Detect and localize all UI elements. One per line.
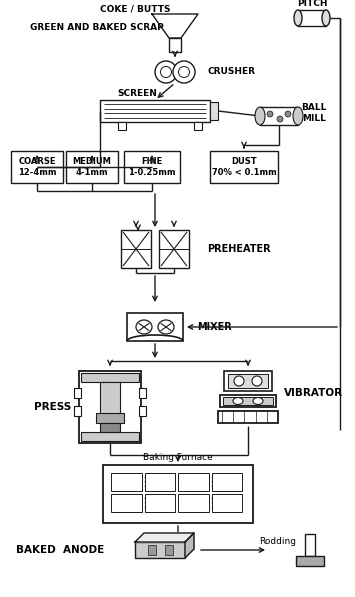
Polygon shape: [185, 533, 194, 558]
Bar: [169, 38, 181, 52]
Ellipse shape: [294, 10, 302, 26]
Bar: [144, 473, 175, 491]
Text: Rodding: Rodding: [260, 537, 296, 546]
Bar: [121, 230, 151, 268]
Bar: [178, 494, 208, 512]
Bar: [165, 545, 173, 555]
Bar: [139, 387, 146, 398]
Circle shape: [155, 61, 177, 83]
Bar: [111, 494, 142, 512]
Circle shape: [173, 61, 195, 83]
Bar: [212, 494, 242, 512]
Bar: [139, 405, 146, 416]
Bar: [260, 107, 298, 125]
Text: PRESS: PRESS: [34, 402, 71, 412]
Text: COKE / BUTTS: COKE / BUTTS: [99, 5, 170, 14]
Ellipse shape: [233, 398, 243, 405]
Bar: [81, 373, 139, 382]
Bar: [223, 397, 273, 405]
Bar: [111, 473, 142, 491]
Bar: [159, 230, 189, 268]
Bar: [296, 556, 324, 566]
Bar: [178, 473, 208, 491]
Bar: [210, 151, 278, 183]
Bar: [127, 313, 183, 341]
Bar: [103, 465, 253, 523]
Text: COARSE
12-4mm: COARSE 12-4mm: [18, 157, 56, 177]
Bar: [194, 122, 202, 130]
Text: MIXER: MIXER: [197, 322, 232, 332]
Ellipse shape: [293, 107, 303, 125]
Bar: [148, 545, 156, 555]
Bar: [66, 151, 118, 183]
Bar: [74, 387, 81, 398]
Bar: [81, 432, 139, 441]
Text: PREHEATER: PREHEATER: [207, 244, 271, 254]
Bar: [74, 405, 81, 416]
Bar: [218, 411, 278, 423]
Bar: [100, 423, 120, 432]
Bar: [100, 100, 210, 122]
Circle shape: [160, 66, 171, 78]
Circle shape: [252, 376, 262, 386]
Ellipse shape: [255, 107, 265, 125]
Bar: [100, 382, 120, 422]
Bar: [224, 371, 272, 391]
Bar: [79, 371, 141, 443]
Bar: [135, 542, 185, 558]
Text: CRUSHER: CRUSHER: [208, 67, 256, 76]
Text: MEDIUM
4-1mm: MEDIUM 4-1mm: [72, 157, 111, 177]
Text: GREEN AND BAKED SCRAP: GREEN AND BAKED SCRAP: [30, 23, 164, 32]
Ellipse shape: [136, 320, 152, 334]
Bar: [220, 395, 276, 407]
Bar: [144, 494, 175, 512]
Ellipse shape: [322, 10, 330, 26]
Text: VIBRATOR: VIBRATOR: [284, 389, 343, 399]
Circle shape: [179, 66, 190, 78]
Bar: [118, 122, 126, 130]
Bar: [210, 102, 218, 120]
Polygon shape: [135, 533, 194, 542]
Bar: [298, 10, 326, 26]
Text: BALL
MILL: BALL MILL: [301, 103, 327, 123]
Bar: [124, 151, 180, 183]
Circle shape: [277, 116, 283, 122]
Text: Baking Furnace: Baking Furnace: [143, 454, 213, 463]
Circle shape: [285, 111, 291, 117]
Text: SCREEN: SCREEN: [117, 88, 157, 97]
Bar: [212, 473, 242, 491]
Bar: [96, 413, 124, 423]
Ellipse shape: [158, 320, 174, 334]
Text: BAKED  ANODE: BAKED ANODE: [16, 545, 104, 555]
Text: PITCH: PITCH: [297, 0, 327, 8]
Bar: [11, 151, 63, 183]
Circle shape: [267, 111, 273, 117]
Circle shape: [234, 376, 244, 386]
Text: DUST
70% < 0.1mm: DUST 70% < 0.1mm: [212, 157, 277, 177]
Ellipse shape: [253, 398, 263, 405]
Bar: [228, 374, 268, 388]
Text: FINE
1-0.25mm: FINE 1-0.25mm: [128, 157, 176, 177]
Polygon shape: [152, 14, 198, 38]
Bar: [305, 534, 315, 556]
